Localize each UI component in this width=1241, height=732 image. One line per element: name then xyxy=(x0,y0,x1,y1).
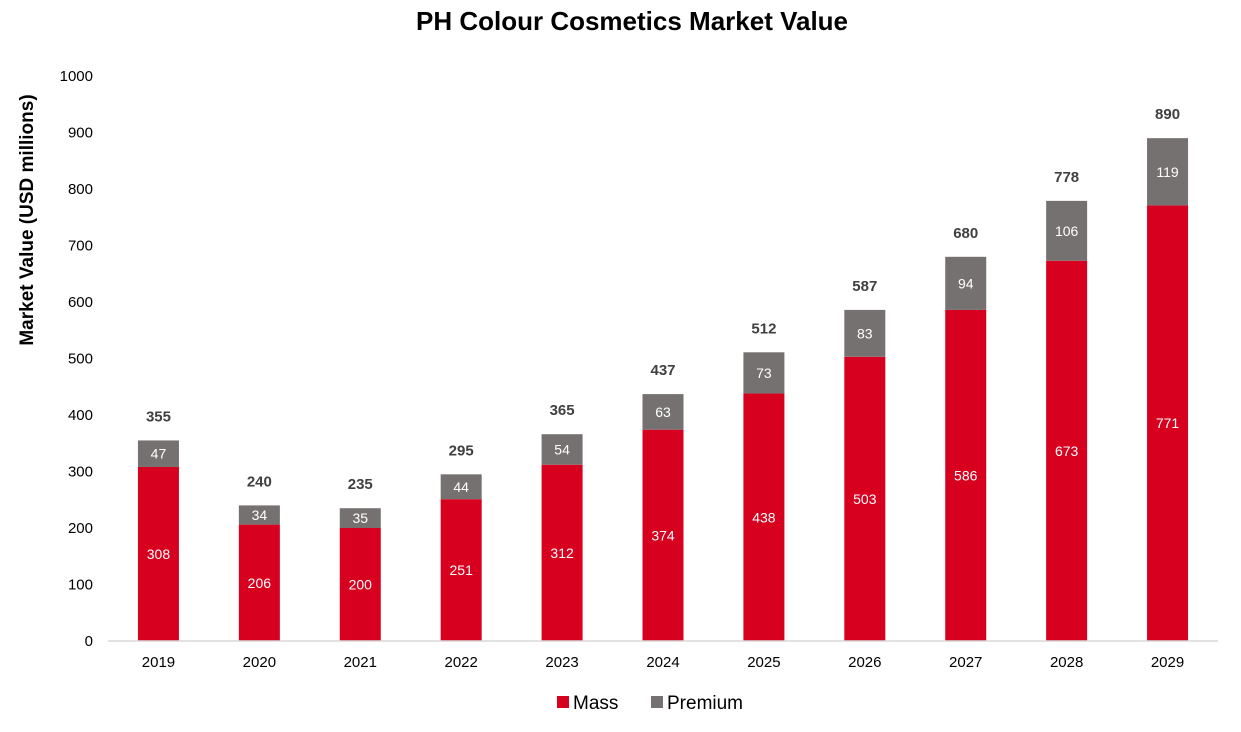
data-label-mass: 771 xyxy=(1156,415,1180,431)
data-label-mass: 206 xyxy=(248,575,272,591)
total-label: 587 xyxy=(852,278,877,295)
data-label-premium: 34 xyxy=(252,507,268,523)
bar-segment-premium xyxy=(1046,200,1088,261)
total-label: 365 xyxy=(550,402,575,419)
x-tick-label: 2025 xyxy=(747,654,780,671)
data-label-premium: 83 xyxy=(857,325,873,341)
data-label-mass: 438 xyxy=(752,509,776,525)
data-label-premium: 54 xyxy=(554,441,570,457)
data-label-mass: 251 xyxy=(450,562,474,578)
x-tick-label: 2020 xyxy=(243,654,276,671)
total-label: 295 xyxy=(449,442,474,459)
y-tick-label: 900 xyxy=(68,125,93,142)
data-label-mass: 374 xyxy=(651,527,675,543)
bar-segment-premium xyxy=(844,309,886,357)
bar-segment-mass xyxy=(1147,205,1189,641)
data-label-premium: 106 xyxy=(1055,223,1079,239)
bar-segment-mass xyxy=(541,464,583,641)
bar-segment-premium xyxy=(440,474,482,500)
y-tick-label: 500 xyxy=(68,351,93,368)
bar-segment-mass xyxy=(743,393,785,641)
x-tick-label: 2019 xyxy=(142,654,175,671)
data-label-mass: 673 xyxy=(1055,443,1079,459)
y-tick-label: 800 xyxy=(68,181,93,198)
x-tick-label: 2029 xyxy=(1151,654,1184,671)
bar-segment-premium xyxy=(238,505,280,525)
bar-segment-premium xyxy=(1147,138,1189,206)
total-label: 437 xyxy=(650,362,675,379)
total-label: 512 xyxy=(751,320,776,337)
y-tick-label: 600 xyxy=(68,294,93,311)
data-label-premium: 73 xyxy=(756,365,772,381)
bar-segment-mass xyxy=(137,466,179,641)
data-label-mass: 200 xyxy=(349,577,373,593)
bar-segment-mass xyxy=(642,429,684,641)
bar-segment-premium xyxy=(339,508,381,528)
chart-title: PH Colour Cosmetics Market Value xyxy=(416,6,848,36)
bar-segment-premium xyxy=(945,256,987,310)
total-label: 240 xyxy=(247,473,272,490)
x-axis-ticks: 2019 2020 2021 2022 2023 2024 2025 2026 2027 2028… xyxy=(142,654,1184,671)
data-label-premium: 63 xyxy=(655,404,671,420)
y-axis-label: Market Value (USD millions) xyxy=(17,94,38,345)
x-tick-label: 2024 xyxy=(646,654,679,671)
bar-segment-mass xyxy=(339,528,381,641)
legend-swatch-premium xyxy=(651,696,663,708)
y-tick-label: 400 xyxy=(68,407,93,424)
y-tick-label: 0 xyxy=(85,633,93,650)
y-tick-label: 300 xyxy=(68,464,93,481)
data-label-premium: 47 xyxy=(151,446,167,462)
legend-label-mass: Mass xyxy=(573,693,618,714)
data-label-mass: 586 xyxy=(954,467,978,483)
total-label: 235 xyxy=(348,476,373,493)
data-label-premium: 119 xyxy=(1156,164,1179,180)
data-label-premium: 94 xyxy=(958,275,974,291)
x-tick-label: 2026 xyxy=(848,654,881,671)
y-tick-label: 100 xyxy=(68,577,93,594)
bar-segment-mass xyxy=(945,309,987,641)
bar-segment-premium xyxy=(642,394,684,430)
x-tick-label: 2021 xyxy=(344,654,377,671)
bar-segment-mass xyxy=(844,356,886,641)
legend-swatch-mass xyxy=(557,696,569,708)
data-label-premium: 35 xyxy=(352,510,368,526)
y-tick-label: 200 xyxy=(68,520,93,537)
data-label-premium: 44 xyxy=(453,479,469,495)
x-tick-label: 2027 xyxy=(949,654,982,671)
bar-segment-premium xyxy=(743,352,785,394)
total-label: 355 xyxy=(146,408,171,425)
data-label-mass: 308 xyxy=(147,546,171,562)
legend-label-premium: Premium xyxy=(667,693,743,714)
total-label: 680 xyxy=(953,225,978,242)
total-label: 890 xyxy=(1155,106,1180,123)
bar-segment-premium xyxy=(541,434,583,465)
legend: Mass Premium xyxy=(557,693,743,714)
x-tick-label: 2022 xyxy=(444,654,477,671)
x-tick-label: 2023 xyxy=(545,654,578,671)
bars: 308 47 355 206 34 240 200 35 235 251 44 295 312 54 365… xyxy=(137,106,1189,641)
y-axis-ticks: 0 100 200 300 400 500 600 700 800 900 1000 xyxy=(60,68,93,650)
bar-segment-mass xyxy=(440,499,482,641)
x-tick-label: 2028 xyxy=(1050,654,1083,671)
bar-segment-premium xyxy=(137,440,179,467)
y-tick-label: 700 xyxy=(68,238,93,255)
data-label-mass: 312 xyxy=(550,545,574,561)
bar-segment-mass xyxy=(238,524,280,641)
y-tick-label: 1000 xyxy=(60,68,93,85)
data-label-mass: 503 xyxy=(853,491,877,507)
total-label: 778 xyxy=(1054,169,1079,186)
bar-segment-mass xyxy=(1046,260,1088,641)
